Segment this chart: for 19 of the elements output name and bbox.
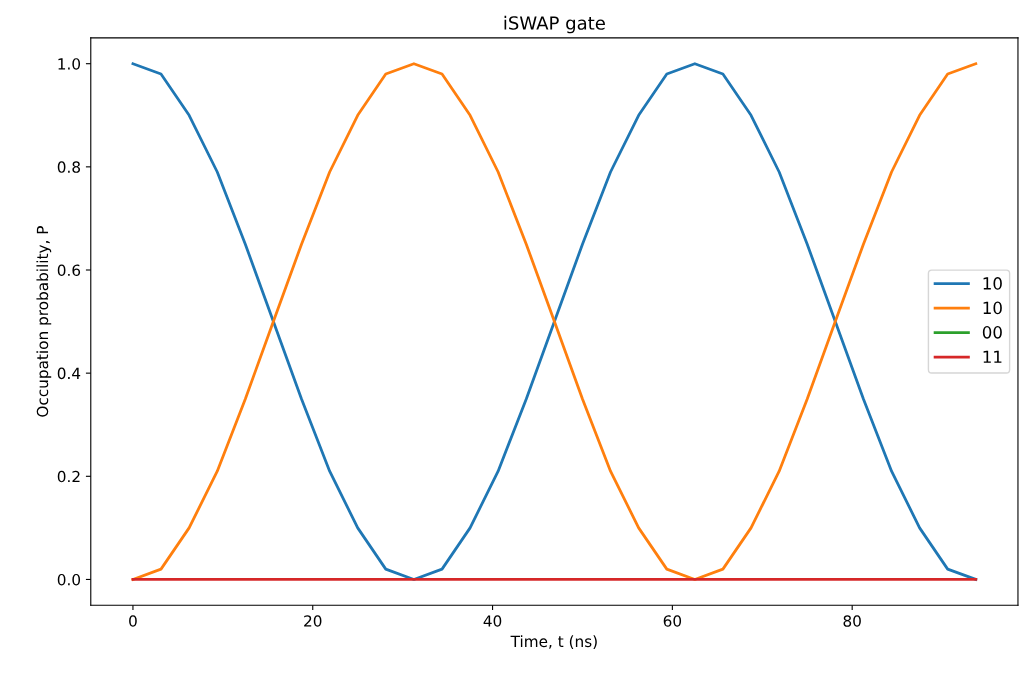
x-tick-label: 60 bbox=[663, 615, 682, 627]
x-tick-label: 0 bbox=[129, 615, 137, 627]
legend-label: 10 bbox=[983, 277, 1002, 290]
line-series bbox=[131, 62, 978, 581]
x-tick-label: 80 bbox=[843, 615, 861, 627]
legend-label: 10 bbox=[983, 301, 1002, 315]
chart-title: iSWAP gate bbox=[504, 15, 605, 34]
x-tick-label: 20 bbox=[304, 615, 322, 627]
y-tick-label: 0.4 bbox=[57, 367, 81, 380]
y-tick-label: 0.6 bbox=[57, 264, 81, 277]
legend-label: 00 bbox=[982, 326, 1002, 339]
y-axis-title: Occupation probability, P bbox=[36, 226, 52, 417]
y-tick-label: 0.2 bbox=[57, 470, 80, 483]
y-tick-label: 0.0 bbox=[57, 573, 81, 586]
x-axis-title: Time, t (ns) bbox=[510, 635, 597, 649]
y-tick-label: 0.8 bbox=[57, 161, 81, 173]
x-tick-label: 40 bbox=[483, 615, 502, 627]
legend-label: 11 bbox=[983, 350, 1002, 363]
y-tick-label: 1.0 bbox=[58, 58, 81, 70]
